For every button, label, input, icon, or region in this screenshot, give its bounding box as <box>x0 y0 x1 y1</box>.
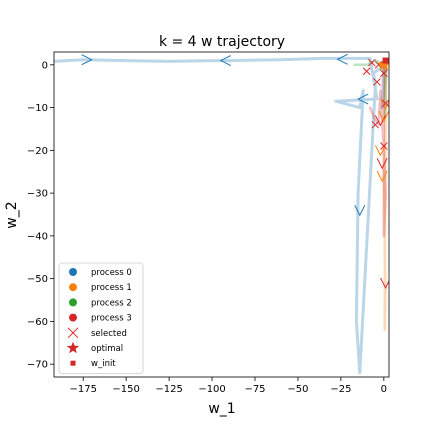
selected-x-marker <box>362 67 371 76</box>
selected-x-marker <box>373 78 381 86</box>
x-tick-label: −150 <box>112 384 139 395</box>
x-axis-label: w_1 <box>208 401 235 417</box>
legend-marker-square <box>70 360 76 366</box>
legend-label: process 1 <box>91 283 132 293</box>
x-tick-label: −75 <box>244 384 265 395</box>
y-tick-label: 0 <box>42 60 48 71</box>
legend-marker-dot <box>69 268 77 276</box>
direction-marker <box>374 115 386 127</box>
y-tick-label: −40 <box>27 231 48 242</box>
chart-title: k = 4 w trajectory <box>159 34 285 50</box>
x-tick-label: −125 <box>155 384 182 395</box>
direction-marker <box>336 53 348 65</box>
y-tick-label: −30 <box>27 189 48 200</box>
selected-x-marker <box>379 142 388 150</box>
series-line-process-2 <box>353 59 387 118</box>
x-tick-label: −50 <box>287 384 308 395</box>
x-tick-label: −100 <box>198 384 225 395</box>
axis-ticks: −175 −150 −125 −100 −75 −50 −25 0 0 −10 −20 −30 −40 −… <box>27 60 387 395</box>
series-line-process-1 <box>382 59 389 332</box>
direction-marker <box>81 54 93 66</box>
legend: process 0 process 1 process 2 process 3 sele… <box>58 262 144 374</box>
y-tick-label: −20 <box>27 146 48 157</box>
direction-marker <box>357 93 369 105</box>
w-init-marker <box>382 57 389 64</box>
series-line-process-0 <box>54 56 388 375</box>
y-tick-label: −60 <box>27 317 48 328</box>
direction-marker <box>354 205 366 217</box>
legend-box <box>58 262 144 374</box>
selected-x-marker <box>367 58 376 67</box>
y-tick-label: −10 <box>27 103 48 114</box>
y-tick-label: −70 <box>27 360 48 371</box>
legend-marker-dot <box>69 313 77 322</box>
legend-marker-star <box>66 341 80 354</box>
selected-x-marker <box>371 120 380 129</box>
optimal-star-marker <box>377 57 389 71</box>
legend-label: selected <box>91 329 127 339</box>
selected-x-marker <box>379 69 388 78</box>
legend-label: process 0 <box>91 268 132 278</box>
legend-label: optimal <box>91 344 123 354</box>
legend-marker-dot <box>69 298 77 307</box>
direction-marker <box>219 55 232 66</box>
direction-marker <box>378 110 389 123</box>
x-tick-label: 0 <box>381 384 387 395</box>
direction-marker <box>374 145 386 157</box>
legend-label: process 3 <box>91 314 132 324</box>
direction-marker <box>376 157 388 170</box>
y-tick-label: −50 <box>27 274 48 285</box>
legend-label: w_init <box>91 359 116 369</box>
legend-label: process 2 <box>91 298 132 308</box>
y-axis-label: w_2 <box>4 201 20 228</box>
x-tick-label: −25 <box>330 384 351 395</box>
direction-marker <box>376 170 388 183</box>
selected-x-marker <box>381 99 389 108</box>
legend-marker-dot <box>69 283 77 292</box>
series-line-process-3 <box>368 63 387 238</box>
plot-layer <box>54 53 389 375</box>
legend-marker-x <box>67 327 79 339</box>
x-tick-label: −175 <box>69 384 96 395</box>
plot-frame <box>53 51 390 378</box>
